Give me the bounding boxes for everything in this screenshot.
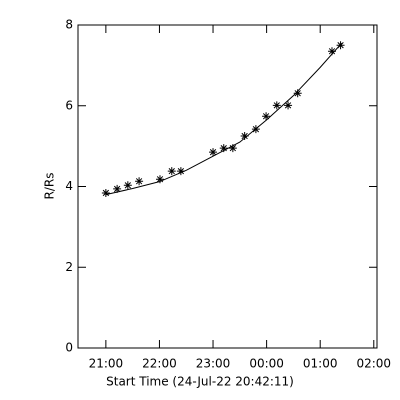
y-axis-label: R/Rs xyxy=(43,173,57,200)
asterisk-point xyxy=(219,144,228,153)
asterisk-point xyxy=(293,89,302,98)
x-tick-label: 01:00 xyxy=(303,357,338,371)
y-tick-label: 2 xyxy=(65,260,73,274)
asterisk-point xyxy=(240,132,249,141)
asterisk-point xyxy=(228,144,237,153)
y-tick-label: 8 xyxy=(65,18,73,32)
asterisk-point xyxy=(155,175,164,184)
x-tick-label: 23:00 xyxy=(196,357,231,371)
fit-line xyxy=(105,42,343,196)
x-tick-label: 21:00 xyxy=(89,357,124,371)
asterisk-point xyxy=(135,177,144,186)
x-tick-label: 00:00 xyxy=(249,357,284,371)
asterisk-point xyxy=(251,125,260,134)
x-tick-label: 22:00 xyxy=(142,357,177,371)
x-tick-label: 02:00 xyxy=(356,357,391,371)
asterisk-point xyxy=(336,41,345,50)
asterisk-point xyxy=(176,167,185,176)
y-tick-label: 0 xyxy=(65,341,73,355)
asterisk-point xyxy=(101,188,110,197)
y-tick-label: 4 xyxy=(65,179,73,193)
asterisk-point xyxy=(272,101,281,110)
asterisk-point xyxy=(262,112,271,121)
asterisk-point xyxy=(113,184,122,193)
asterisk-point xyxy=(123,181,132,190)
asterisk-point xyxy=(284,101,293,110)
asterisk-point xyxy=(209,148,218,157)
asterisk-point xyxy=(167,167,176,176)
y-tick-label: 6 xyxy=(65,98,73,112)
asterisk-point xyxy=(327,47,336,56)
x-axis-label: Start Time (24-Jul-22 20:42:11) xyxy=(106,375,294,389)
